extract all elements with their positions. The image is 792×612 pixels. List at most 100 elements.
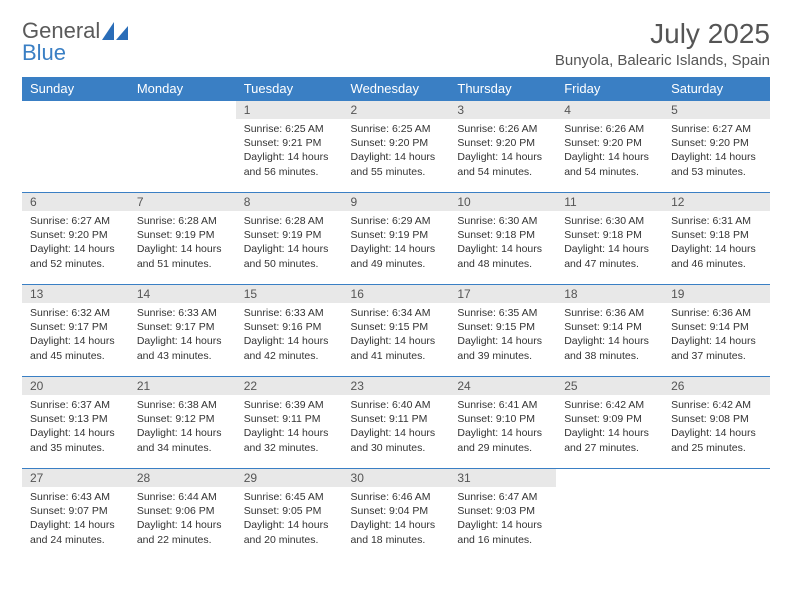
- calendar-cell: 24Sunrise: 6:41 AMSunset: 9:10 PMDayligh…: [449, 377, 556, 469]
- day-details: Sunrise: 6:36 AMSunset: 9:14 PMDaylight:…: [663, 303, 770, 369]
- day-details: Sunrise: 6:42 AMSunset: 9:08 PMDaylight:…: [663, 395, 770, 461]
- calendar-cell: 5Sunrise: 6:27 AMSunset: 9:20 PMDaylight…: [663, 101, 770, 193]
- day-number: 10: [449, 193, 556, 211]
- day-number: 20: [22, 377, 129, 395]
- day-details: Sunrise: 6:26 AMSunset: 9:20 PMDaylight:…: [556, 119, 663, 185]
- day-number: 5: [663, 101, 770, 119]
- calendar-cell: 6Sunrise: 6:27 AMSunset: 9:20 PMDaylight…: [22, 193, 129, 285]
- calendar-cell: 25Sunrise: 6:42 AMSunset: 9:09 PMDayligh…: [556, 377, 663, 469]
- day-details: Sunrise: 6:45 AMSunset: 9:05 PMDaylight:…: [236, 487, 343, 553]
- day-details: Sunrise: 6:29 AMSunset: 9:19 PMDaylight:…: [343, 211, 450, 277]
- calendar-row: 6Sunrise: 6:27 AMSunset: 9:20 PMDaylight…: [22, 193, 770, 285]
- day-details: Sunrise: 6:33 AMSunset: 9:17 PMDaylight:…: [129, 303, 236, 369]
- calendar-cell: 13Sunrise: 6:32 AMSunset: 9:17 PMDayligh…: [22, 285, 129, 377]
- page-header: General July 2025 Bunyola, Balearic Isla…: [22, 18, 770, 69]
- calendar-cell: 2Sunrise: 6:25 AMSunset: 9:20 PMDaylight…: [343, 101, 450, 193]
- day-details: Sunrise: 6:43 AMSunset: 9:07 PMDaylight:…: [22, 487, 129, 553]
- location-text: Bunyola, Balearic Islands, Spain: [555, 52, 770, 69]
- calendar-header-row: SundayMondayTuesdayWednesdayThursdayFrid…: [22, 77, 770, 101]
- calendar-row: 1Sunrise: 6:25 AMSunset: 9:21 PMDaylight…: [22, 101, 770, 193]
- day-number: 27: [22, 469, 129, 487]
- calendar-table: SundayMondayTuesdayWednesdayThursdayFrid…: [22, 77, 770, 561]
- day-number: 30: [343, 469, 450, 487]
- day-details: Sunrise: 6:36 AMSunset: 9:14 PMDaylight:…: [556, 303, 663, 369]
- day-details: Sunrise: 6:28 AMSunset: 9:19 PMDaylight:…: [129, 211, 236, 277]
- day-number: 18: [556, 285, 663, 303]
- sail-icon: [102, 22, 128, 40]
- title-block: July 2025 Bunyola, Balearic Islands, Spa…: [555, 18, 770, 69]
- calendar-cell: 26Sunrise: 6:42 AMSunset: 9:08 PMDayligh…: [663, 377, 770, 469]
- day-number: 3: [449, 101, 556, 119]
- calendar-cell: [663, 469, 770, 561]
- calendar-cell: 20Sunrise: 6:37 AMSunset: 9:13 PMDayligh…: [22, 377, 129, 469]
- calendar-cell: 3Sunrise: 6:26 AMSunset: 9:20 PMDaylight…: [449, 101, 556, 193]
- calendar-cell: 1Sunrise: 6:25 AMSunset: 9:21 PMDaylight…: [236, 101, 343, 193]
- day-number: 2: [343, 101, 450, 119]
- day-details: Sunrise: 6:32 AMSunset: 9:17 PMDaylight:…: [22, 303, 129, 369]
- month-title: July 2025: [555, 18, 770, 50]
- day-number: 11: [556, 193, 663, 211]
- day-details: Sunrise: 6:46 AMSunset: 9:04 PMDaylight:…: [343, 487, 450, 553]
- day-details: Sunrise: 6:34 AMSunset: 9:15 PMDaylight:…: [343, 303, 450, 369]
- day-number: 21: [129, 377, 236, 395]
- calendar-cell: 28Sunrise: 6:44 AMSunset: 9:06 PMDayligh…: [129, 469, 236, 561]
- day-number: 1: [236, 101, 343, 119]
- day-number: 13: [22, 285, 129, 303]
- calendar-cell: 31Sunrise: 6:47 AMSunset: 9:03 PMDayligh…: [449, 469, 556, 561]
- day-number: 23: [343, 377, 450, 395]
- calendar-cell: 18Sunrise: 6:36 AMSunset: 9:14 PMDayligh…: [556, 285, 663, 377]
- day-number: 16: [343, 285, 450, 303]
- day-details: Sunrise: 6:30 AMSunset: 9:18 PMDaylight:…: [449, 211, 556, 277]
- calendar-cell: 30Sunrise: 6:46 AMSunset: 9:04 PMDayligh…: [343, 469, 450, 561]
- day-details: Sunrise: 6:40 AMSunset: 9:11 PMDaylight:…: [343, 395, 450, 461]
- calendar-cell: 29Sunrise: 6:45 AMSunset: 9:05 PMDayligh…: [236, 469, 343, 561]
- weekday-header: Friday: [556, 77, 663, 101]
- day-details: Sunrise: 6:25 AMSunset: 9:21 PMDaylight:…: [236, 119, 343, 185]
- day-number: 19: [663, 285, 770, 303]
- day-number: 12: [663, 193, 770, 211]
- day-number: 22: [236, 377, 343, 395]
- weekday-header: Saturday: [663, 77, 770, 101]
- day-details: Sunrise: 6:37 AMSunset: 9:13 PMDaylight:…: [22, 395, 129, 461]
- calendar-cell: 14Sunrise: 6:33 AMSunset: 9:17 PMDayligh…: [129, 285, 236, 377]
- calendar-cell: 8Sunrise: 6:28 AMSunset: 9:19 PMDaylight…: [236, 193, 343, 285]
- day-number: 8: [236, 193, 343, 211]
- day-number: 9: [343, 193, 450, 211]
- calendar-cell: 21Sunrise: 6:38 AMSunset: 9:12 PMDayligh…: [129, 377, 236, 469]
- calendar-cell: 15Sunrise: 6:33 AMSunset: 9:16 PMDayligh…: [236, 285, 343, 377]
- day-details: Sunrise: 6:30 AMSunset: 9:18 PMDaylight:…: [556, 211, 663, 277]
- calendar-cell: [22, 101, 129, 193]
- day-number: 31: [449, 469, 556, 487]
- day-number: 24: [449, 377, 556, 395]
- calendar-cell: 11Sunrise: 6:30 AMSunset: 9:18 PMDayligh…: [556, 193, 663, 285]
- day-number: 17: [449, 285, 556, 303]
- calendar-row: 13Sunrise: 6:32 AMSunset: 9:17 PMDayligh…: [22, 285, 770, 377]
- day-details: Sunrise: 6:42 AMSunset: 9:09 PMDaylight:…: [556, 395, 663, 461]
- weekday-header: Sunday: [22, 77, 129, 101]
- calendar-cell: 19Sunrise: 6:36 AMSunset: 9:14 PMDayligh…: [663, 285, 770, 377]
- day-details: Sunrise: 6:38 AMSunset: 9:12 PMDaylight:…: [129, 395, 236, 461]
- day-details: Sunrise: 6:33 AMSunset: 9:16 PMDaylight:…: [236, 303, 343, 369]
- day-details: Sunrise: 6:41 AMSunset: 9:10 PMDaylight:…: [449, 395, 556, 461]
- day-details: Sunrise: 6:39 AMSunset: 9:11 PMDaylight:…: [236, 395, 343, 461]
- calendar-cell: [129, 101, 236, 193]
- day-number: 14: [129, 285, 236, 303]
- calendar-row: 20Sunrise: 6:37 AMSunset: 9:13 PMDayligh…: [22, 377, 770, 469]
- calendar-cell: 12Sunrise: 6:31 AMSunset: 9:18 PMDayligh…: [663, 193, 770, 285]
- day-details: Sunrise: 6:26 AMSunset: 9:20 PMDaylight:…: [449, 119, 556, 185]
- day-details: Sunrise: 6:27 AMSunset: 9:20 PMDaylight:…: [22, 211, 129, 277]
- day-details: Sunrise: 6:28 AMSunset: 9:19 PMDaylight:…: [236, 211, 343, 277]
- calendar-row: 27Sunrise: 6:43 AMSunset: 9:07 PMDayligh…: [22, 469, 770, 561]
- day-number: 26: [663, 377, 770, 395]
- weekday-header: Thursday: [449, 77, 556, 101]
- day-details: Sunrise: 6:27 AMSunset: 9:20 PMDaylight:…: [663, 119, 770, 185]
- day-number: 25: [556, 377, 663, 395]
- calendar-cell: 16Sunrise: 6:34 AMSunset: 9:15 PMDayligh…: [343, 285, 450, 377]
- weekday-header: Wednesday: [343, 77, 450, 101]
- calendar-cell: 22Sunrise: 6:39 AMSunset: 9:11 PMDayligh…: [236, 377, 343, 469]
- brand-part2: Blue: [22, 40, 66, 66]
- day-number: 6: [22, 193, 129, 211]
- day-details: Sunrise: 6:44 AMSunset: 9:06 PMDaylight:…: [129, 487, 236, 553]
- calendar-cell: 4Sunrise: 6:26 AMSunset: 9:20 PMDaylight…: [556, 101, 663, 193]
- day-details: Sunrise: 6:47 AMSunset: 9:03 PMDaylight:…: [449, 487, 556, 553]
